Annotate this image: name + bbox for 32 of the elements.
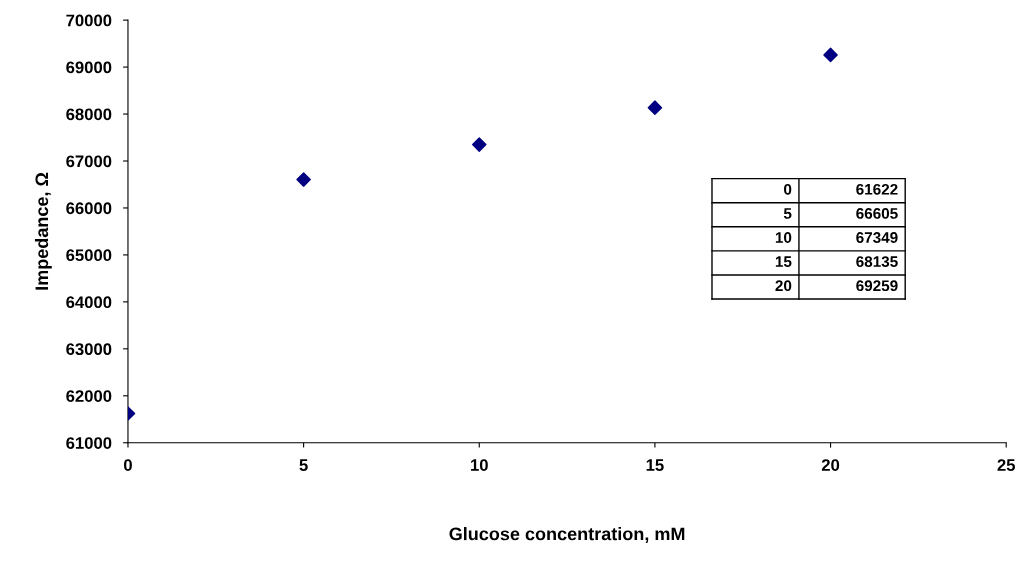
point bbox=[296, 172, 311, 187]
x-tick-label: 5 bbox=[299, 459, 308, 471]
y-tick-label: 70000 bbox=[66, 14, 112, 27]
point bbox=[471, 137, 487, 152]
annotation: 66605 bbox=[856, 208, 898, 219]
x-axis-title: Glucose concentration, mM bbox=[449, 527, 685, 543]
y-tick-label: 65000 bbox=[66, 249, 112, 262]
annotation: 10 bbox=[775, 232, 792, 243]
annotation: 61622 bbox=[856, 183, 898, 195]
annotation: 15 bbox=[775, 256, 792, 268]
y-tick-label: 68000 bbox=[66, 108, 112, 121]
y-tick-label: 69000 bbox=[66, 61, 112, 74]
annotation: 20 bbox=[775, 280, 792, 292]
x-tick-label: 10 bbox=[471, 459, 488, 471]
y-axis-title: Impedance, Ω bbox=[34, 172, 52, 290]
annotation: 0 bbox=[784, 183, 792, 195]
x-tick-label: 20 bbox=[821, 459, 840, 471]
annotation: 69259 bbox=[856, 280, 898, 292]
y-tick-label: 63000 bbox=[66, 343, 112, 356]
y-tick-label: 64000 bbox=[66, 296, 112, 309]
x-tick-label: 15 bbox=[646, 459, 664, 471]
annotation: 68135 bbox=[856, 256, 898, 268]
point bbox=[647, 100, 663, 115]
y-tick-label: 67000 bbox=[66, 155, 112, 168]
point bbox=[823, 47, 838, 63]
y-tick-label: 66000 bbox=[66, 202, 112, 215]
x-tick-label: 25 bbox=[997, 459, 1016, 471]
annotation: 67349 bbox=[856, 232, 898, 243]
annotation: 5 bbox=[783, 208, 792, 219]
x-tick-label: 0 bbox=[123, 459, 132, 471]
y-tick-label: 61000 bbox=[66, 437, 112, 449]
y-tick-label: 62000 bbox=[66, 390, 112, 402]
